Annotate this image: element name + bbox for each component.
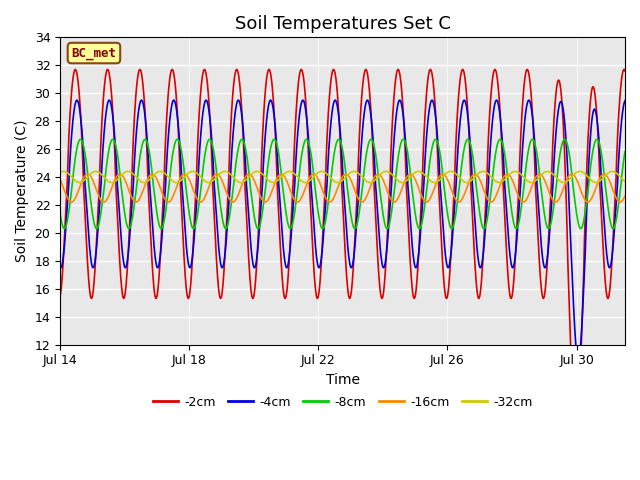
-8cm bbox=[61, 226, 68, 231]
-32cm bbox=[60, 168, 67, 174]
-8cm bbox=[65, 205, 73, 211]
-16cm bbox=[464, 182, 472, 188]
-4cm bbox=[289, 203, 297, 208]
-2cm bbox=[72, 67, 79, 72]
-16cm bbox=[621, 193, 629, 199]
-16cm bbox=[84, 171, 92, 177]
-8cm bbox=[167, 163, 175, 168]
-4cm bbox=[463, 110, 471, 116]
X-axis label: Time: Time bbox=[326, 373, 360, 387]
Y-axis label: Soil Temperature (C): Soil Temperature (C) bbox=[15, 120, 29, 262]
-32cm bbox=[124, 168, 132, 174]
-32cm bbox=[280, 172, 287, 178]
-2cm bbox=[167, 69, 175, 75]
-2cm bbox=[56, 293, 64, 299]
-16cm bbox=[167, 197, 175, 203]
-4cm bbox=[65, 174, 73, 180]
-8cm bbox=[621, 149, 629, 155]
-32cm bbox=[167, 177, 175, 183]
-2cm bbox=[572, 434, 580, 440]
-32cm bbox=[621, 179, 629, 184]
-8cm bbox=[56, 211, 64, 216]
-2cm bbox=[65, 128, 73, 134]
-4cm bbox=[124, 252, 132, 258]
-16cm bbox=[280, 172, 287, 178]
-2cm bbox=[621, 68, 629, 74]
-8cm bbox=[124, 226, 132, 231]
-32cm bbox=[290, 170, 298, 176]
-4cm bbox=[574, 358, 582, 364]
-16cm bbox=[68, 199, 76, 205]
-4cm bbox=[56, 264, 64, 270]
-16cm bbox=[65, 198, 73, 204]
-16cm bbox=[290, 195, 298, 201]
-16cm bbox=[56, 177, 64, 182]
Line: -4cm: -4cm bbox=[60, 100, 625, 361]
-4cm bbox=[167, 108, 175, 114]
Line: -16cm: -16cm bbox=[60, 174, 625, 202]
-4cm bbox=[73, 97, 81, 103]
-2cm bbox=[289, 177, 297, 182]
-32cm bbox=[65, 172, 73, 178]
-2cm bbox=[124, 252, 132, 258]
-32cm bbox=[56, 169, 64, 175]
-4cm bbox=[621, 98, 629, 104]
Title: Soil Temperatures Set C: Soil Temperatures Set C bbox=[235, 15, 451, 33]
Line: -32cm: -32cm bbox=[60, 171, 625, 182]
-2cm bbox=[463, 103, 471, 109]
Text: BC_met: BC_met bbox=[72, 47, 116, 60]
-2cm bbox=[279, 286, 287, 292]
-32cm bbox=[464, 180, 472, 185]
-8cm bbox=[464, 136, 472, 142]
-8cm bbox=[290, 216, 298, 222]
-4cm bbox=[279, 243, 287, 249]
-16cm bbox=[124, 186, 132, 192]
-8cm bbox=[280, 190, 287, 196]
Line: -8cm: -8cm bbox=[60, 139, 625, 228]
Line: -2cm: -2cm bbox=[60, 70, 625, 437]
Legend: -2cm, -4cm, -8cm, -16cm, -32cm: -2cm, -4cm, -8cm, -16cm, -32cm bbox=[148, 391, 538, 414]
-32cm bbox=[76, 180, 83, 185]
-8cm bbox=[77, 136, 84, 142]
